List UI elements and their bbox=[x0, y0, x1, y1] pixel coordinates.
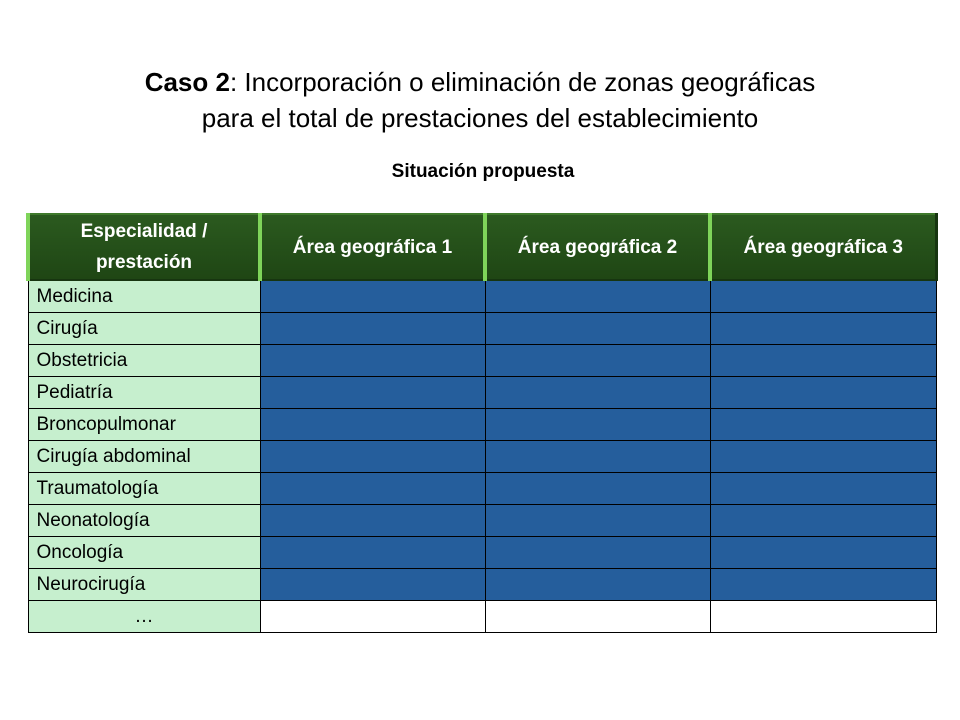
area-2-cell bbox=[484, 600, 711, 633]
row-label: Obstetricia bbox=[27, 344, 261, 377]
row-label: Oncología bbox=[27, 536, 261, 569]
area-2-cell bbox=[484, 408, 711, 441]
area-2-cell bbox=[484, 344, 711, 377]
area-2-cell bbox=[484, 472, 711, 505]
area-1-cell bbox=[259, 312, 486, 345]
table-row: … bbox=[27, 600, 937, 633]
table-row: Obstetricia bbox=[27, 344, 937, 377]
table-row: Pediatría bbox=[27, 376, 937, 409]
area-1-cell bbox=[259, 344, 486, 377]
specialty-area-table: Especialidad / prestación Área geográfic… bbox=[26, 213, 938, 633]
title-description: : Incorporación o eliminación de zonas g… bbox=[229, 67, 816, 97]
area-1-cell bbox=[259, 279, 486, 313]
area-3-cell bbox=[709, 504, 937, 537]
header-specialty: Especialidad / prestación bbox=[26, 213, 262, 281]
area-1-cell bbox=[259, 472, 486, 505]
area-2-cell bbox=[484, 504, 711, 537]
row-label: Broncopulmonar bbox=[27, 408, 261, 441]
area-3-cell bbox=[709, 600, 937, 633]
title-line-1: Caso 2: Incorporación o eliminación de z… bbox=[0, 64, 960, 100]
area-3-cell bbox=[709, 312, 937, 345]
row-label-ellipsis: … bbox=[27, 600, 261, 633]
table-row: Cirugía bbox=[27, 312, 937, 345]
area-3-cell bbox=[709, 440, 937, 473]
title-case-label: Caso 2 bbox=[144, 67, 230, 97]
table-row: Medicina bbox=[27, 279, 937, 313]
area-1-cell bbox=[259, 408, 486, 441]
subtitle: Situación propuesta bbox=[391, 161, 575, 182]
header-area-3: Área geográfica 3 bbox=[708, 213, 938, 281]
area-2-cell bbox=[484, 312, 711, 345]
row-label: Cirugía bbox=[27, 312, 261, 345]
table-header-row: Especialidad / prestación Área geográfic… bbox=[26, 213, 938, 281]
area-3-cell bbox=[709, 376, 937, 409]
title-line-2: para el total de prestaciones del establ… bbox=[201, 103, 759, 133]
area-1-cell bbox=[259, 376, 486, 409]
area-2-cell bbox=[484, 568, 711, 601]
area-2-cell bbox=[484, 279, 711, 313]
area-1-cell bbox=[259, 536, 486, 569]
slide-title: Caso 2: Incorporación o eliminación de z… bbox=[0, 64, 960, 136]
row-label: Neurocirugía bbox=[27, 568, 261, 601]
area-3-cell bbox=[709, 568, 937, 601]
row-label: Traumatología bbox=[27, 472, 261, 505]
area-1-cell bbox=[259, 568, 486, 601]
table-row: Cirugía abdominal bbox=[27, 440, 937, 473]
area-1-cell bbox=[259, 504, 486, 537]
area-3-cell bbox=[709, 472, 937, 505]
area-3-cell bbox=[709, 279, 937, 313]
row-label: Cirugía abdominal bbox=[27, 440, 261, 473]
table-row: Neurocirugía bbox=[27, 568, 937, 601]
table-row: Traumatología bbox=[27, 472, 937, 505]
row-label: Pediatría bbox=[27, 376, 261, 409]
area-3-cell bbox=[709, 536, 937, 569]
table-row: Broncopulmonar bbox=[27, 408, 937, 441]
area-2-cell bbox=[484, 536, 711, 569]
area-2-cell bbox=[484, 440, 711, 473]
area-1-cell bbox=[259, 600, 486, 633]
row-label: Neonatología bbox=[27, 504, 261, 537]
area-3-cell bbox=[709, 408, 937, 441]
header-area-2: Área geográfica 2 bbox=[483, 213, 712, 281]
row-label: Medicina bbox=[27, 279, 261, 313]
header-area-1: Área geográfica 1 bbox=[258, 213, 487, 281]
area-2-cell bbox=[484, 376, 711, 409]
area-3-cell bbox=[709, 344, 937, 377]
table-row: Neonatología bbox=[27, 504, 937, 537]
table-row: Oncología bbox=[27, 536, 937, 569]
area-1-cell bbox=[259, 440, 486, 473]
